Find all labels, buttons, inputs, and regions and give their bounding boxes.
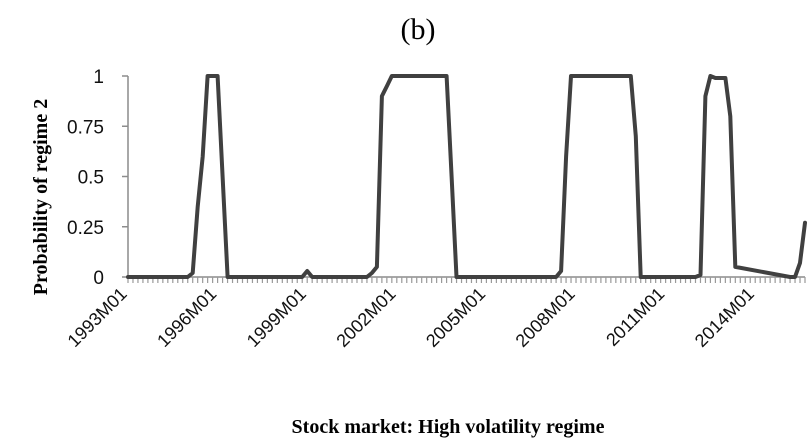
x-tick-label: 2011M01	[602, 284, 668, 350]
x-tick-label: 1999M01	[243, 284, 310, 351]
x-tick-label: 2005M01	[422, 284, 489, 351]
x-tick-label: 1993M01	[64, 284, 131, 351]
y-tick-label: 0	[93, 268, 104, 289]
y-axis-title: Probability of regime 2	[30, 99, 52, 295]
y-tick-label: 0.5	[78, 168, 104, 189]
x-tick-label: 2002M01	[332, 284, 399, 351]
x-tick-label: 2008M01	[512, 284, 579, 351]
x-tick-label: 2014M01	[691, 284, 758, 351]
y-axis: 0 0.25 0.5 0.75 1	[67, 67, 129, 289]
series-line-regime-2-probability	[126, 74, 807, 279]
y-tick-label: 0.25	[67, 218, 104, 239]
y-tick-label: 1	[93, 67, 104, 88]
x-axis: 1993M01 1996M01 1999M01 2002M01 2005M01 2008M…	[64, 276, 806, 351]
x-tick-label: 1996M01	[153, 284, 220, 351]
chart-title: (b)	[401, 13, 436, 46]
y-tick-label: 0.75	[67, 117, 104, 138]
x-axis-title: Stock market: High volatility regime	[292, 416, 605, 438]
